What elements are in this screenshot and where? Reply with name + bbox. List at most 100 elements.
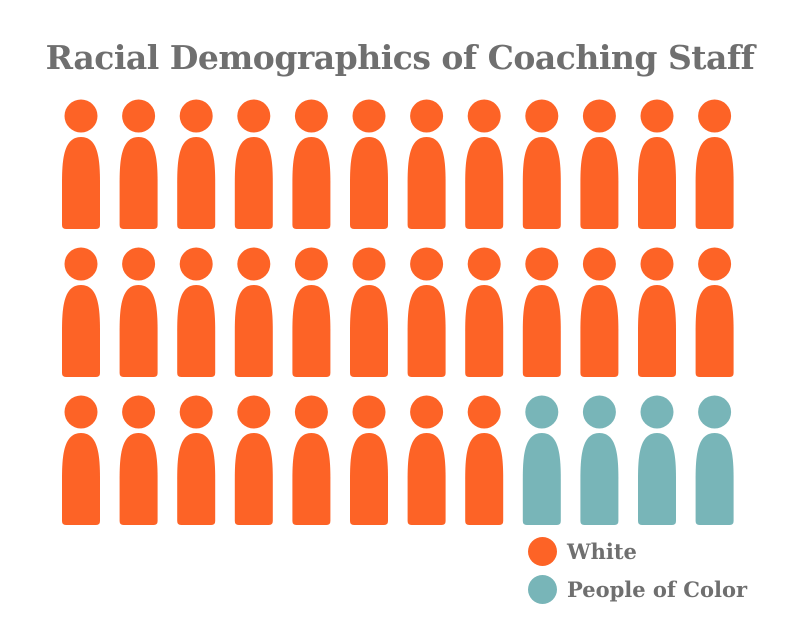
person-body [695,137,734,229]
person-head [525,247,559,281]
person-body [580,285,619,377]
person-icon-white [350,99,388,229]
person-body [522,433,561,525]
person-body [350,285,388,377]
person-body [177,137,216,229]
person-body [292,433,331,525]
person-icon-white [62,99,100,229]
person-icon-white [695,247,734,377]
person-body [522,137,561,229]
person-body [177,285,216,377]
person-body [580,137,619,229]
person-head [525,99,559,133]
person-head [467,99,501,133]
person-body [695,433,734,525]
legend: White People of Color [528,533,747,609]
pictograph-chart [62,99,734,525]
person-head [410,99,444,133]
person-icon-white [407,247,446,377]
legend-label-white: White [567,538,637,564]
person-icon-white [62,395,100,525]
person-head [294,395,328,429]
person-head [352,99,386,133]
person-body [62,433,100,525]
person-body [407,137,446,229]
person-head [237,395,271,429]
person-body [234,137,273,229]
person-body [465,433,504,525]
person-head [640,395,674,429]
person-head [467,247,501,281]
person-body [234,285,273,377]
person-icon-white [522,99,561,229]
person-head [525,395,559,429]
person-icon-white [119,395,158,525]
person-icon-white [350,247,388,377]
legend-swatch-people-of-color [528,574,557,604]
person-body [522,285,561,377]
person-body [465,285,504,377]
person-head [179,247,213,281]
person-icon-white [234,395,273,525]
person-icon-white [580,247,619,377]
person-body [350,433,388,525]
person-head [698,395,732,429]
person-head [698,99,732,133]
person-icon-white [407,99,446,229]
person-body [580,433,619,525]
legend-item-people-of-color: People of Color [528,571,747,607]
person-body [234,433,273,525]
person-body [407,433,446,525]
person-head [640,99,674,133]
person-icon-white [234,99,273,229]
person-icon-white [638,99,676,229]
person-head [122,395,156,429]
legend-item-white: White [528,533,747,569]
person-icon-people-of-color [638,395,676,525]
person-head [237,99,271,133]
person-head [179,395,213,429]
person-icon-white [177,247,216,377]
person-body [62,137,100,229]
person-icon-white [465,395,504,525]
person-head [237,247,271,281]
person-body [62,285,100,377]
legend-label-people-of-color: People of Color [567,576,748,602]
person-icon-white [234,247,273,377]
person-body [638,137,676,229]
person-head [582,99,616,133]
person-icon-white [350,395,388,525]
person-icon-white [62,247,100,377]
person-head [64,247,98,281]
person-icon-white [177,99,216,229]
legend-swatch-white [528,536,557,566]
person-icon-people-of-color [695,395,734,525]
person-head [467,395,501,429]
person-icon-white [177,395,216,525]
person-body [465,137,504,229]
person-head [698,247,732,281]
person-icon-people-of-color [522,395,561,525]
person-body [292,285,331,377]
person-head [179,99,213,133]
person-head [294,99,328,133]
person-head [122,247,156,281]
person-body [119,137,158,229]
person-head [352,247,386,281]
person-icon-white [522,247,561,377]
person-icon-white [465,247,504,377]
person-head [410,395,444,429]
person-body [407,285,446,377]
chart-title: Racial Demographics of Coaching Staff [45,38,755,77]
person-icon-white [407,395,446,525]
person-icon-people-of-color [580,395,619,525]
person-head [294,247,328,281]
person-icon-white [465,99,504,229]
person-head [352,395,386,429]
person-icon-white [292,99,331,229]
person-body [119,433,158,525]
person-head [582,247,616,281]
person-icon-white [580,99,619,229]
person-icon-white [119,99,158,229]
person-body [292,137,331,229]
